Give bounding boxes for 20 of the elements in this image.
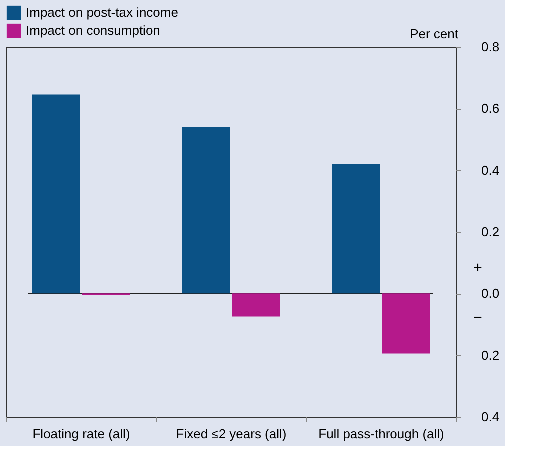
legend-label: Impact on post-tax income bbox=[26, 5, 178, 20]
text: − bbox=[474, 310, 483, 327]
y-axis-title: Per cent bbox=[410, 26, 459, 42]
y-tick-label: 0.0 bbox=[482, 286, 500, 302]
x-tick-label: Full pass-through (all) bbox=[318, 426, 444, 442]
y-tick-label: 0.2 bbox=[482, 348, 500, 363]
bar bbox=[382, 294, 430, 354]
y-tick-label: 0.4 bbox=[482, 162, 500, 178]
text: + bbox=[474, 260, 483, 277]
x-tick-label: Floating rate (all) bbox=[32, 426, 130, 442]
bar bbox=[332, 164, 380, 294]
bar bbox=[232, 294, 280, 317]
y-tick-label: 0.8 bbox=[482, 40, 500, 54]
bar bbox=[32, 94, 80, 294]
y-tick-label: 0.4 bbox=[482, 410, 500, 424]
y-tick-label: 0.6 bbox=[482, 101, 500, 116]
legend-label: Impact on consumption bbox=[26, 23, 160, 38]
y-tick-label: 0.2 bbox=[482, 224, 500, 240]
bar bbox=[182, 127, 230, 294]
x-tick-label: Fixed ≤2 years (all) bbox=[176, 426, 287, 442]
